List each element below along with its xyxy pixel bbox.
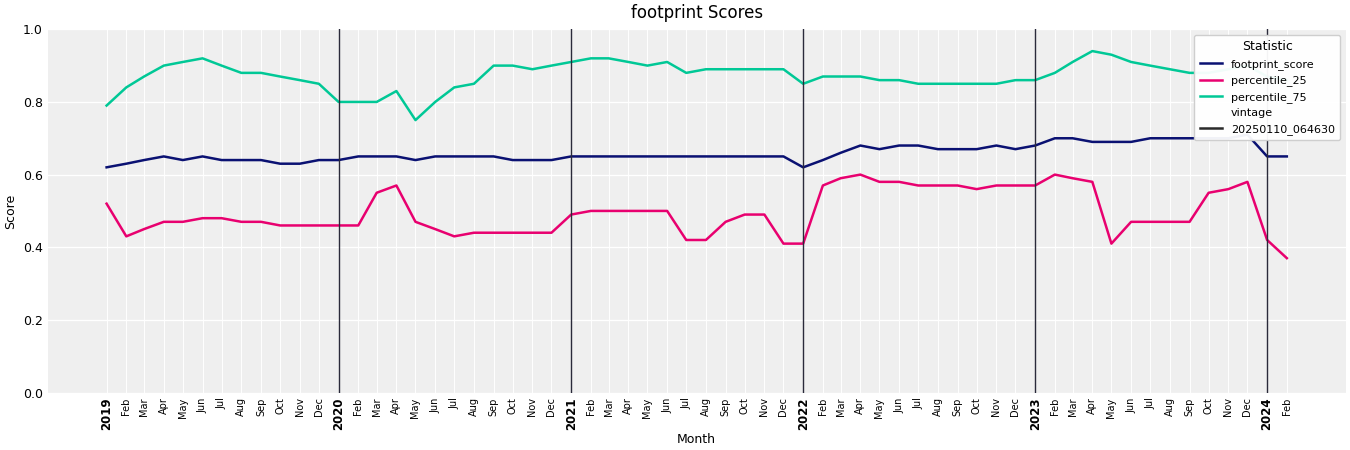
- Title: footprint Scores: footprint Scores: [630, 4, 763, 22]
- X-axis label: Month: Month: [678, 433, 717, 446]
- Y-axis label: Score: Score: [4, 194, 18, 229]
- Legend: footprint_score, percentile_25, percentile_75, vintage, 20250110_064630: footprint_score, percentile_25, percenti…: [1193, 35, 1341, 140]
